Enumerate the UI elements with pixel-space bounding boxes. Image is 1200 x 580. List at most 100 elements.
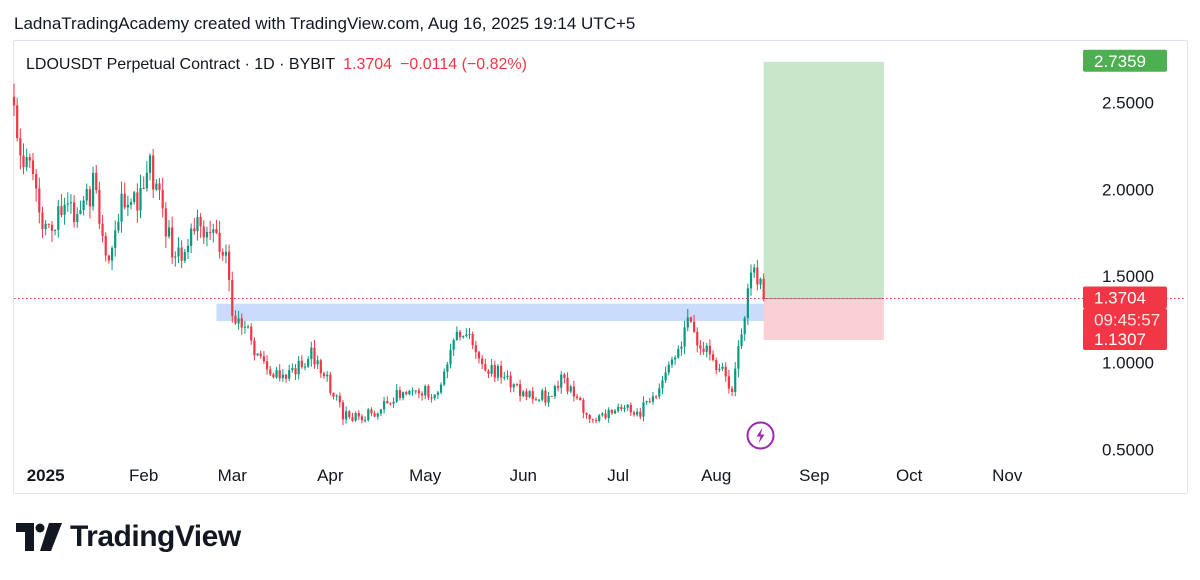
candle-body[interactable] — [724, 366, 727, 377]
candle-body[interactable] — [367, 409, 370, 421]
candle-body[interactable] — [85, 189, 88, 201]
candle-body[interactable] — [183, 252, 186, 261]
candle-body[interactable] — [531, 391, 534, 400]
candle-body[interactable] — [696, 331, 699, 346]
candle-body[interactable] — [215, 229, 218, 233]
candle-body[interactable] — [161, 190, 164, 209]
candle-body[interactable] — [468, 334, 471, 336]
candle-body[interactable] — [452, 339, 455, 350]
candle-body[interactable] — [443, 371, 446, 385]
candle-body[interactable] — [319, 360, 322, 374]
candle-body[interactable] — [439, 384, 443, 393]
candle-body[interactable] — [218, 232, 221, 252]
candle-body[interactable] — [278, 370, 281, 379]
candle-body[interactable] — [525, 391, 528, 397]
candle-body[interactable] — [142, 187, 145, 189]
candle-body[interactable] — [541, 390, 544, 400]
candle-body[interactable] — [256, 353, 259, 356]
candle-body[interactable] — [265, 361, 269, 370]
candle-body[interactable] — [357, 412, 360, 417]
candle-body[interactable] — [243, 326, 247, 328]
candle-body[interactable] — [88, 189, 92, 207]
candle-body[interactable] — [490, 365, 493, 374]
candle-body[interactable] — [95, 172, 98, 191]
candle-body[interactable] — [133, 192, 136, 203]
candle-body[interactable] — [322, 373, 326, 377]
candle-body[interactable] — [749, 272, 753, 289]
candle-body[interactable] — [446, 364, 449, 372]
candle-body[interactable] — [57, 206, 60, 230]
candle-body[interactable] — [174, 256, 177, 258]
candle-body[interactable] — [705, 345, 708, 352]
candle-body[interactable] — [734, 368, 737, 392]
candle-body[interactable] — [674, 357, 677, 360]
candle-body[interactable] — [19, 138, 22, 156]
candle-body[interactable] — [582, 400, 585, 413]
candle-body[interactable] — [711, 354, 715, 361]
candle-body[interactable] — [598, 415, 601, 421]
candle-body[interactable] — [534, 399, 538, 401]
candle-body[interactable] — [604, 413, 607, 419]
candle-body[interactable] — [300, 360, 303, 368]
candle-body[interactable] — [259, 353, 262, 357]
candle-body[interactable] — [689, 317, 693, 322]
candle-body[interactable] — [341, 402, 345, 420]
candle-body[interactable] — [648, 401, 651, 403]
candle-body[interactable] — [310, 347, 313, 360]
candle-body[interactable] — [477, 352, 481, 359]
candle-body[interactable] — [607, 409, 610, 419]
candle-body[interactable] — [360, 416, 364, 421]
candle-body[interactable] — [417, 390, 420, 394]
candle-body[interactable] — [348, 411, 351, 418]
candle-body[interactable] — [566, 377, 569, 392]
candle-body[interactable] — [212, 229, 215, 233]
candle-body[interactable] — [326, 374, 329, 377]
candle-body[interactable] — [38, 188, 41, 213]
candle-body[interactable] — [398, 390, 402, 398]
candle-body[interactable] — [224, 251, 228, 256]
candle-body[interactable] — [351, 417, 354, 421]
candle-body[interactable] — [427, 385, 430, 398]
candle-body[interactable] — [123, 193, 126, 208]
candle-body[interactable] — [101, 223, 104, 236]
candle-body[interactable] — [474, 345, 477, 353]
candle-body[interactable] — [484, 364, 487, 371]
candle-body[interactable] — [171, 227, 174, 258]
candle-body[interactable] — [743, 317, 746, 335]
candle-body[interactable] — [31, 160, 35, 175]
candle-body[interactable] — [294, 368, 297, 375]
candle-body[interactable] — [730, 388, 734, 392]
candle-body[interactable] — [66, 203, 69, 205]
candle-body[interactable] — [345, 411, 348, 420]
candle-body[interactable] — [740, 334, 743, 347]
candle-body[interactable] — [98, 190, 101, 224]
candle-body[interactable] — [25, 157, 28, 168]
candle-body[interactable] — [316, 360, 319, 365]
candle-body[interactable] — [253, 340, 256, 356]
candle-body[interactable] — [680, 346, 683, 349]
candle-body[interactable] — [686, 317, 689, 328]
candle-body[interactable] — [462, 335, 465, 338]
candle-body[interactable] — [104, 235, 107, 256]
candle-body[interactable] — [699, 345, 702, 349]
candle-body[interactable] — [12, 96, 16, 106]
candle-body[interactable] — [629, 404, 632, 413]
candle-body[interactable] — [284, 374, 288, 379]
candle-body[interactable] — [692, 321, 696, 332]
candle-body[interactable] — [651, 396, 655, 402]
candle-body[interactable] — [509, 375, 512, 388]
candle-body[interactable] — [579, 397, 582, 401]
candle-body[interactable] — [493, 365, 496, 378]
candle-body[interactable] — [500, 365, 503, 378]
candle-body[interactable] — [44, 223, 47, 230]
candle-body[interactable] — [632, 412, 636, 415]
candle-body[interactable] — [550, 395, 553, 397]
candle-body[interactable] — [718, 368, 721, 370]
candle-body[interactable] — [556, 385, 560, 388]
candle-body[interactable] — [471, 334, 474, 346]
candle-body[interactable] — [642, 402, 645, 417]
candle-body[interactable] — [386, 401, 389, 404]
candle-body[interactable] — [120, 193, 123, 222]
candle-body[interactable] — [670, 359, 674, 365]
candle-body[interactable] — [424, 385, 427, 396]
